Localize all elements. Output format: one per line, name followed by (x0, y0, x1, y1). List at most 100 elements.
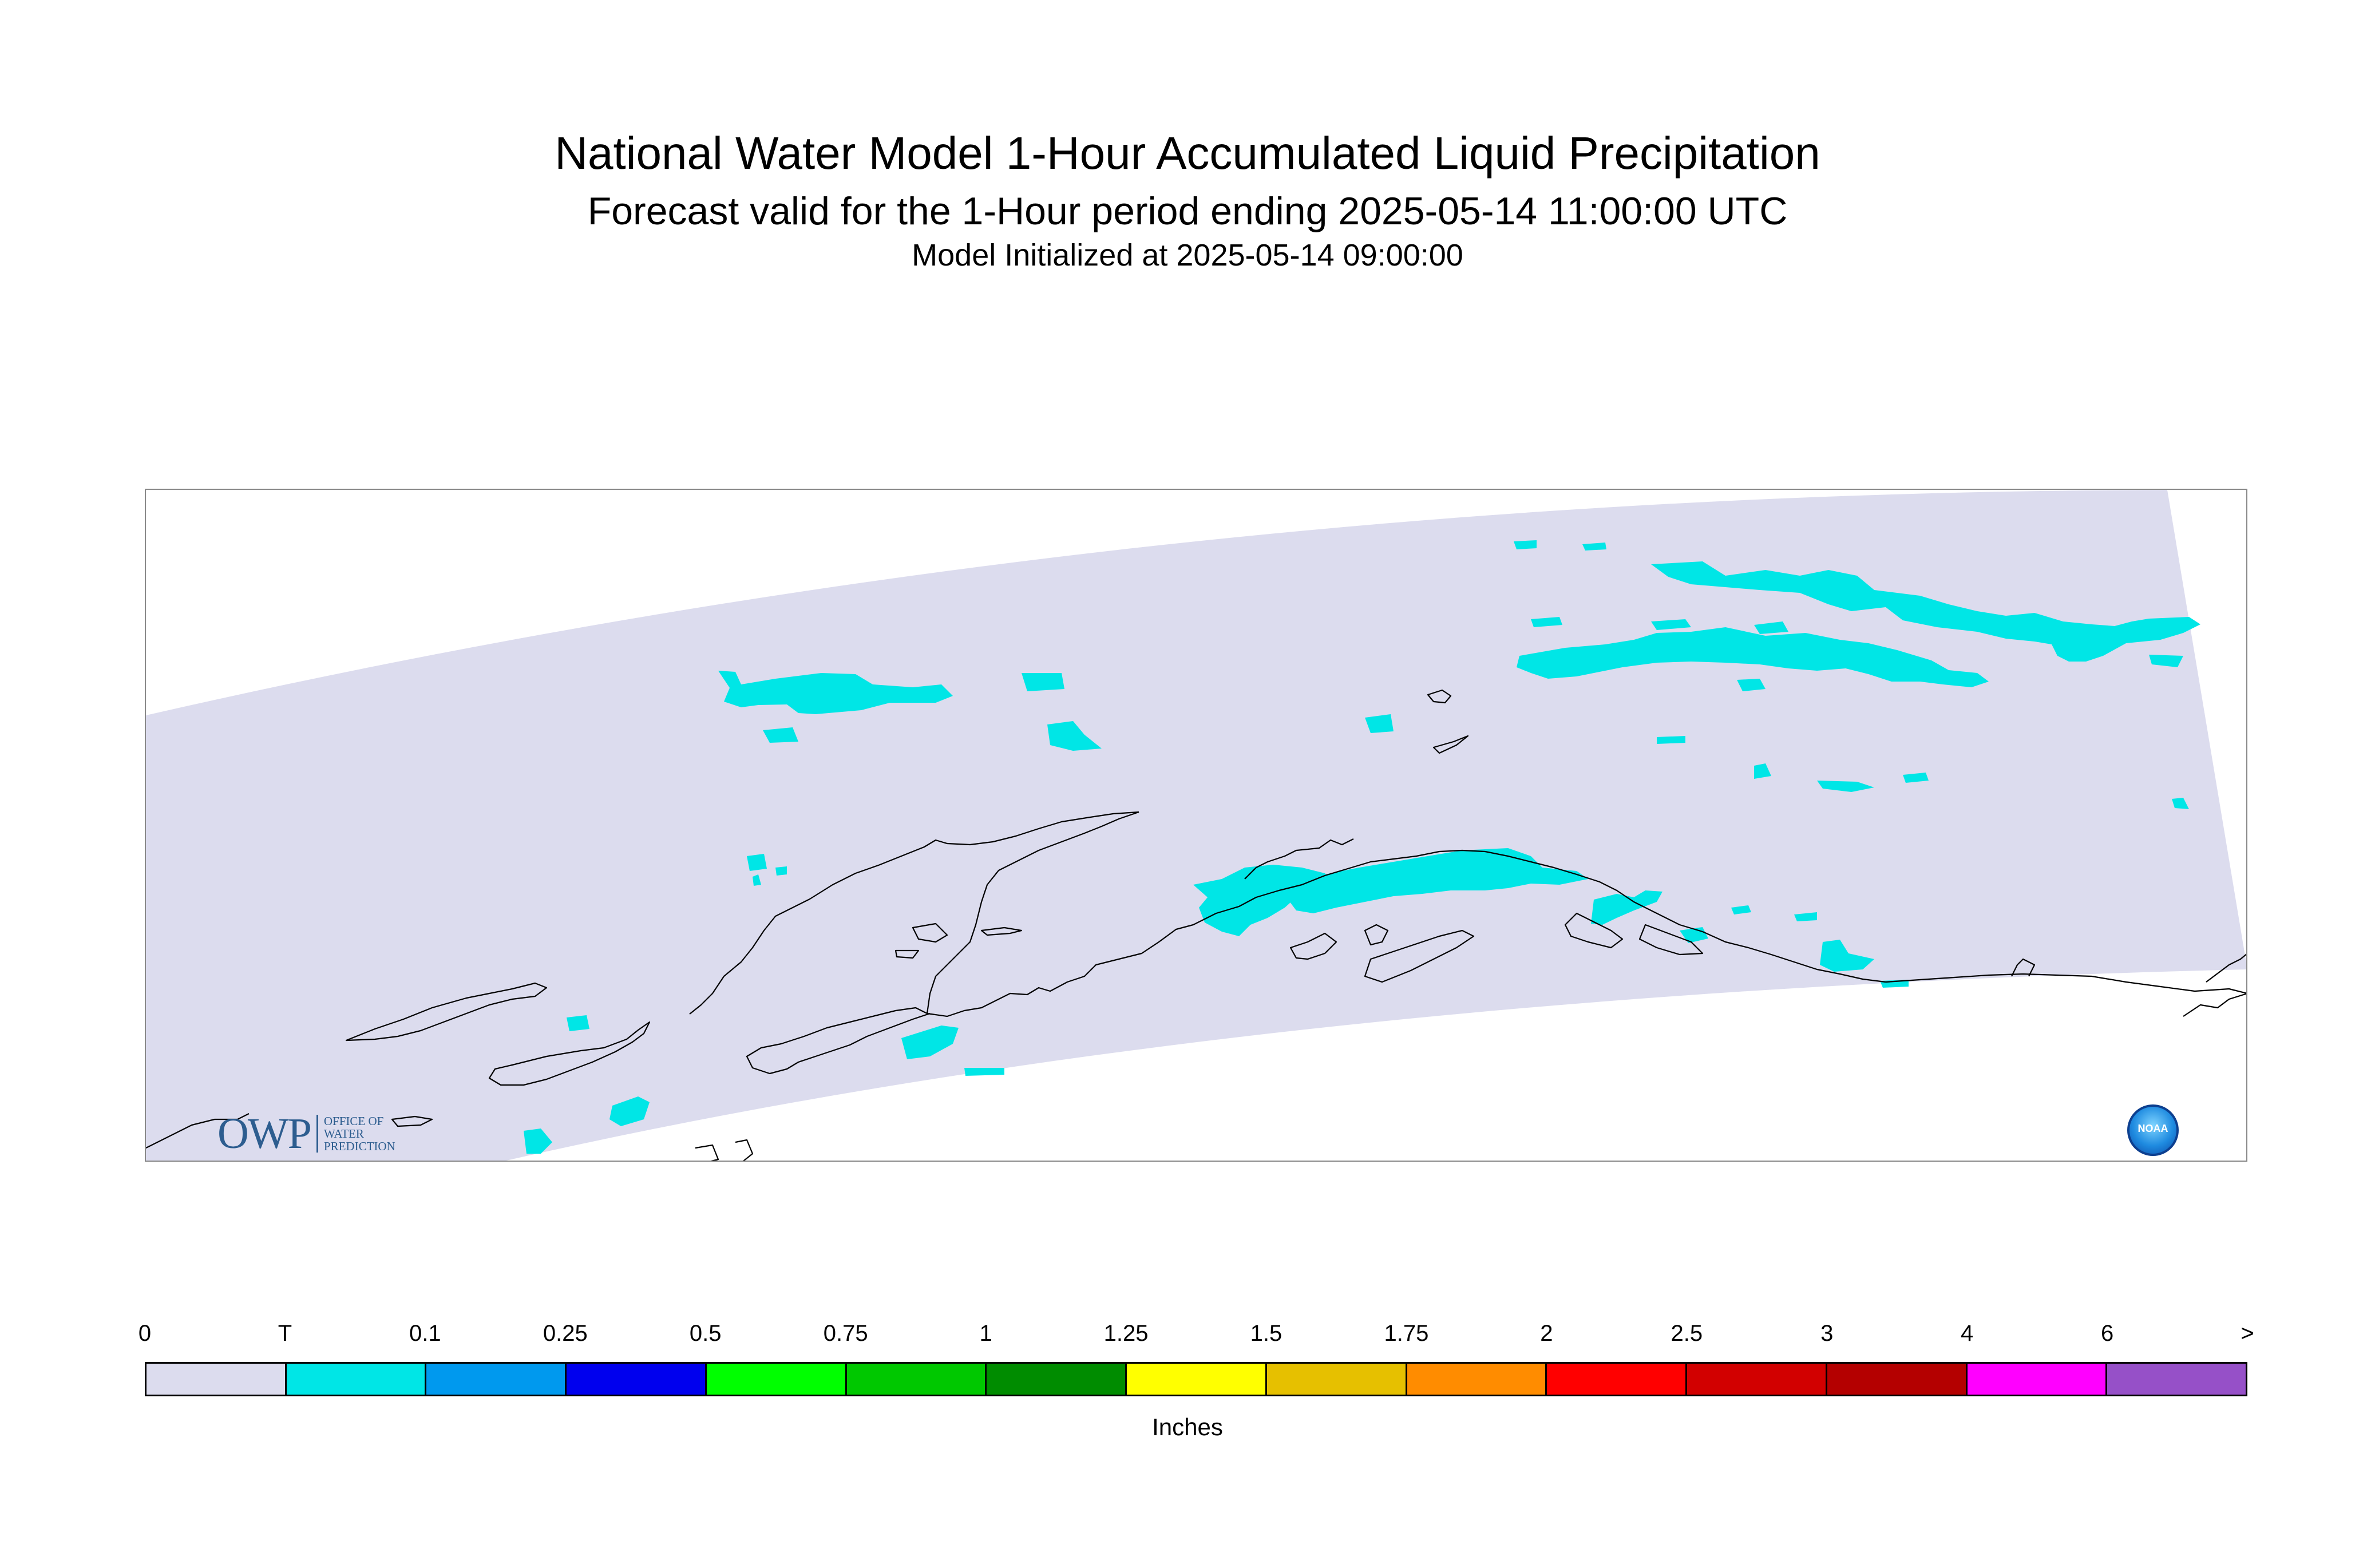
colorbar-segment (286, 1364, 427, 1395)
precip-patch (1737, 679, 1766, 691)
precip-patch (964, 1068, 1004, 1076)
coastline (2183, 993, 2246, 1017)
colorbar-tick-label: 2 (1540, 1321, 1553, 1346)
coastline (1564, 912, 1624, 949)
precip-patch (901, 1025, 959, 1059)
map-canvas (146, 490, 2246, 1161)
precip-patch (1903, 773, 1929, 783)
model-domain-area (146, 490, 2246, 1161)
colorbar-tick-label: 0.25 (543, 1321, 588, 1346)
precip-patch (524, 1129, 552, 1154)
colorbar-tick-label: 4 (1961, 1321, 1974, 1346)
precip-patch (1651, 619, 1691, 630)
colorbar-segment (2107, 1364, 2246, 1395)
noaa-logo: NOAA (2127, 1104, 2179, 1156)
coastline (927, 981, 1068, 1017)
precip-patch (1591, 890, 1662, 925)
colorbar-tick-label: 0 (138, 1321, 152, 1346)
precip-patch (1582, 543, 1606, 551)
coastline (1364, 924, 1389, 946)
colorbar-segment (1687, 1364, 1827, 1395)
coastline (1885, 973, 2246, 994)
colorbar-segment (1547, 1364, 1688, 1395)
owp-logo-line: Water (323, 1127, 364, 1141)
colorbar-tick-label: 1.25 (1103, 1321, 1149, 1346)
colorbar-segment (706, 1364, 847, 1395)
colorbar-tick-label: 0.1 (409, 1321, 441, 1346)
precipitation-colorbar (145, 1362, 2247, 1396)
precip-patch (1288, 848, 1588, 913)
owp-logo-letters: OWP (217, 1109, 312, 1158)
precip-patch (1754, 621, 1788, 634)
precip-patch (1754, 763, 1771, 779)
island-outline (1432, 735, 1469, 754)
precip-patch (1531, 617, 1562, 627)
colorbar-tick-label: 6 (2100, 1321, 2114, 1346)
lake-outline (912, 922, 948, 943)
colorbar-segment (1127, 1364, 1267, 1395)
precip-patch (1514, 540, 1537, 549)
model-init-line: Model Initialized at 2025-05-14 09:00:00 (912, 238, 1463, 272)
precip-patch (1047, 721, 1102, 751)
coastline (1638, 924, 1704, 956)
coastline (345, 982, 548, 1042)
precip-patch (2149, 655, 2183, 667)
colorbar-segment (987, 1364, 1127, 1395)
coastline (1439, 849, 1886, 983)
coastline (1289, 932, 1337, 960)
map-panel: OWP Office of Water Prediction NOAA (145, 489, 2247, 1162)
coastline (1244, 838, 1354, 880)
colorbar-tick-label: 1.75 (1384, 1321, 1429, 1346)
precip-patch (753, 874, 761, 886)
coastline (926, 811, 1139, 1014)
precip-patch (1022, 673, 1064, 691)
precipitation-areas (524, 540, 2200, 1154)
owp-logo-line: Office of (323, 1114, 384, 1128)
colorbar-segment (426, 1364, 567, 1395)
colorbar-tick-label: 2.5 (1671, 1321, 1703, 1346)
colorbar-segment (1827, 1364, 1968, 1395)
colorbar-tick-label: 1.5 (1250, 1321, 1282, 1346)
coastline (2011, 958, 2036, 977)
coastline (2206, 953, 2246, 983)
precip-patch (609, 1096, 650, 1126)
colorbar-segment (147, 1364, 287, 1395)
precip-patch (1820, 940, 1874, 972)
coastline (746, 1007, 931, 1075)
coastline (689, 811, 1139, 1015)
colorbar-tick-label: 3 (1820, 1321, 1834, 1346)
owp-logo: OWP Office of Water Prediction (217, 1108, 395, 1159)
precip-patch (775, 866, 787, 876)
coastline-outlines (146, 689, 2246, 1161)
noaa-logo-text: NOAA (2138, 1123, 2168, 1134)
precip-patch (763, 727, 798, 743)
precip-patch (1517, 627, 1989, 687)
colorbar-tick-label: 0.75 (823, 1321, 868, 1346)
coastline (1364, 929, 1475, 983)
colorbar-segment (1407, 1364, 1547, 1395)
lake-outline (894, 949, 920, 959)
precip-patch (718, 671, 953, 714)
precip-patch (747, 854, 767, 871)
coastline (735, 1139, 754, 1161)
precip-patch (1817, 781, 1874, 792)
colorbar-tick-label: 0.5 (689, 1321, 722, 1346)
precip-patch (1731, 905, 1751, 914)
colorbar-tick-label: > (2241, 1321, 2254, 1346)
precip-patch (1657, 736, 1685, 744)
colorbar-segment (1266, 1364, 1407, 1395)
coastline (695, 1144, 719, 1161)
owp-logo-line: Prediction (323, 1139, 395, 1153)
map-subtitle: Forecast valid for the 1-Hour period end… (587, 189, 1788, 233)
coastline (391, 1115, 433, 1127)
precip-patch (2172, 798, 2189, 809)
colorbar-tick-label: 1 (979, 1321, 992, 1346)
coastline (488, 1021, 651, 1086)
colorbar-segment (567, 1364, 707, 1395)
map-title: National Water Model 1-Hour Accumulated … (555, 128, 1820, 179)
precip-patch (1794, 912, 1817, 921)
precip-patch (1651, 561, 2200, 662)
coastline (146, 1113, 250, 1149)
precip-patch (567, 1015, 589, 1031)
owp-logo-subtitle: Office of Water Prediction (316, 1115, 395, 1153)
